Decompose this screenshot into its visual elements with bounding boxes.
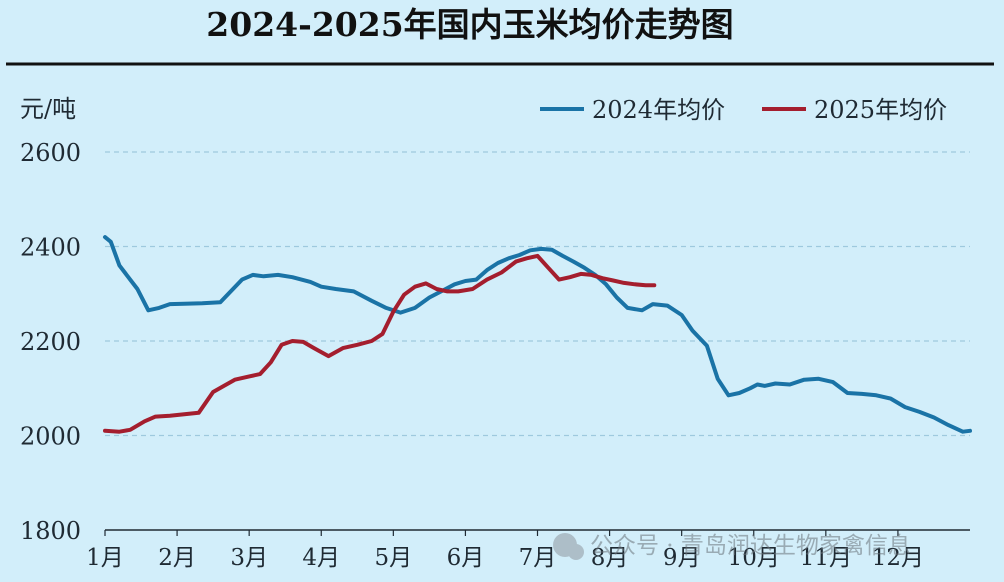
x-tick-label: 8月 (591, 545, 629, 571)
x-tick-label: 12月 (872, 545, 924, 571)
x-tick-label: 5月 (375, 545, 413, 571)
x-tick-label: 4月 (302, 545, 340, 571)
series-line-2025 (103, 253, 657, 434)
x-axis-ticks: 1月 2月 3月 4月 5月 6月 7月 8月 9月 10月 11月 12月 (86, 530, 924, 571)
legend-label-2024: 2024年均价 (592, 96, 725, 124)
legend-label-2025: 2025年均价 (814, 96, 947, 124)
legend: 2024年均价 2025年均价 (540, 96, 947, 124)
watermark-text: 公众号 · 青岛润达生物家禽信息 (590, 533, 911, 559)
x-tick-label: 7月 (519, 545, 557, 571)
y-axis-ticks: 1800 2000 2200 2400 2600 (20, 139, 81, 545)
x-tick-label: 10月 (728, 545, 780, 571)
x-tick-label: 11月 (800, 545, 852, 571)
y-tick-label: 2600 (20, 139, 81, 167)
y-axis-unit-label: 元/吨 (20, 95, 76, 123)
y-tick-label: 2400 (20, 234, 81, 262)
x-tick-label: 1月 (86, 545, 124, 571)
y-tick-label: 2200 (20, 328, 81, 356)
watermark-logo-icon-bubble (568, 544, 584, 560)
x-tick-label: 9月 (663, 545, 701, 571)
series-line-2024 (103, 235, 972, 434)
series-lines (103, 235, 972, 434)
x-tick-label: 3月 (230, 545, 268, 571)
grid-lines (105, 151, 970, 437)
y-tick-label: 2000 (20, 423, 81, 451)
watermark: 公众号 · 青岛润达生物家禽信息 (553, 533, 911, 560)
x-tick-label: 6月 (447, 545, 485, 571)
y-tick-label: 1800 (20, 517, 81, 545)
chart-title: 2024-2025年国内玉米均价走势图 (206, 5, 733, 44)
x-tick-label: 2月 (158, 545, 196, 571)
